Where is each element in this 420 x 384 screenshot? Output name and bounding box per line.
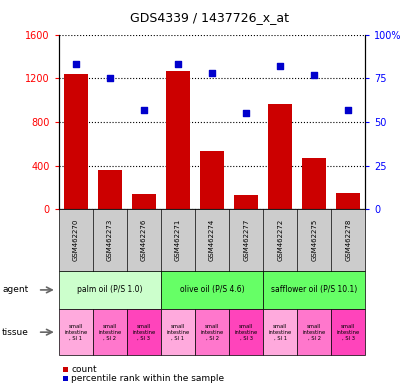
- Bar: [64, 74, 88, 209]
- Text: small
intestine
, SI 1: small intestine , SI 1: [64, 324, 87, 341]
- Text: GSM462278: GSM462278: [345, 219, 352, 261]
- Bar: [200, 151, 224, 209]
- Text: palm oil (P/S 1.0): palm oil (P/S 1.0): [77, 285, 143, 295]
- Text: GSM462276: GSM462276: [141, 219, 147, 261]
- Bar: [132, 194, 156, 209]
- Point: [345, 107, 352, 113]
- Bar: [302, 158, 326, 209]
- Text: olive oil (P/S 4.6): olive oil (P/S 4.6): [180, 285, 244, 295]
- Text: small
intestine
, SI 3: small intestine , SI 3: [132, 324, 155, 341]
- Bar: [268, 104, 292, 209]
- Bar: [336, 193, 360, 209]
- Text: GDS4339 / 1437726_x_at: GDS4339 / 1437726_x_at: [131, 12, 289, 25]
- Bar: [166, 71, 190, 209]
- Point: [141, 107, 147, 113]
- Text: percentile rank within the sample: percentile rank within the sample: [71, 374, 225, 383]
- Text: GSM462275: GSM462275: [311, 219, 317, 261]
- Point: [107, 75, 113, 81]
- Text: GSM462271: GSM462271: [175, 219, 181, 261]
- Point: [209, 70, 215, 76]
- Text: tissue: tissue: [2, 328, 29, 337]
- Bar: [98, 170, 122, 209]
- Text: GSM462277: GSM462277: [243, 219, 249, 261]
- Point: [243, 110, 249, 116]
- Text: GSM462274: GSM462274: [209, 219, 215, 261]
- Point: [73, 61, 79, 67]
- Bar: [234, 195, 258, 209]
- Text: GSM462272: GSM462272: [277, 219, 283, 261]
- Text: safflower oil (P/S 10.1): safflower oil (P/S 10.1): [271, 285, 357, 295]
- Text: small
intestine
, SI 2: small intestine , SI 2: [98, 324, 121, 341]
- Text: small
intestine
, SI 3: small intestine , SI 3: [337, 324, 360, 341]
- Text: count: count: [71, 365, 97, 374]
- Text: small
intestine
, SI 3: small intestine , SI 3: [234, 324, 258, 341]
- Text: agent: agent: [2, 285, 29, 295]
- Text: small
intestine
, SI 2: small intestine , SI 2: [200, 324, 224, 341]
- Point: [311, 72, 318, 78]
- Text: small
intestine
, SI 1: small intestine , SI 1: [166, 324, 190, 341]
- Text: small
intestine
, SI 2: small intestine , SI 2: [303, 324, 326, 341]
- Point: [277, 63, 284, 69]
- Text: GSM462273: GSM462273: [107, 219, 113, 261]
- Text: small
intestine
, SI 1: small intestine , SI 1: [269, 324, 292, 341]
- Text: GSM462270: GSM462270: [73, 219, 79, 261]
- Point: [175, 61, 181, 67]
